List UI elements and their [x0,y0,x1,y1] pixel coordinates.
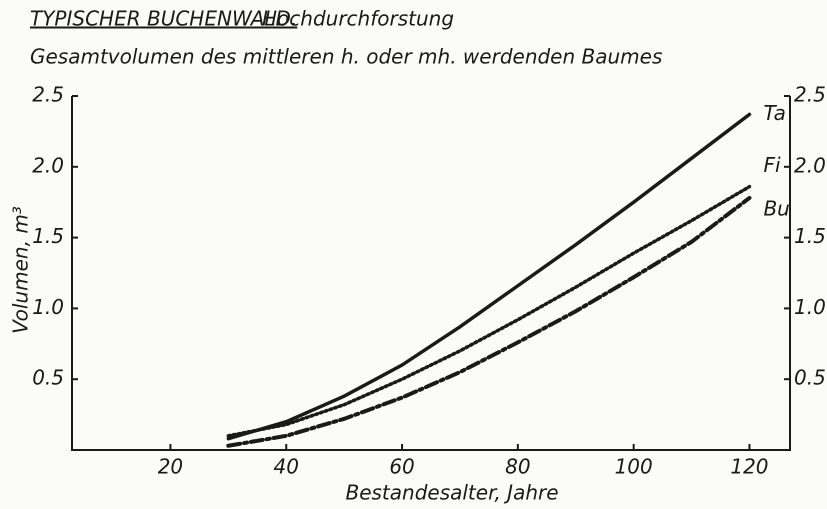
x-tick-label: 20 [158,455,183,479]
axes [71,96,791,451]
title-note: Hochdurchforstung [262,7,454,31]
y-tick-label: 2.0 [32,153,64,177]
line-series [226,195,752,448]
series-label: Bu [763,196,789,220]
x-tick-label: 100 [615,455,653,479]
line-series [226,112,752,441]
x-tick-label: 60 [389,455,414,479]
y-tick-label: 2.5 [32,83,64,107]
series-label: Fi [763,153,781,177]
line-series [226,184,752,438]
series-label: Ta [763,101,785,125]
y2-tick-label: 2.0 [794,153,826,177]
x-tick-label: 80 [505,455,530,479]
chart-title: TYPISCHER BUCHENWALD. [30,7,297,31]
chart-subtitle: Gesamtvolumen des mittleren h. oder mh. … [30,45,662,69]
y2-tick-label: 1.0 [794,295,826,319]
x-tick-label: 120 [730,455,768,479]
x-axis-label: Bestandesalter, Jahre [345,481,558,505]
y-tick-label: 1.5 [32,224,64,248]
y2-tick-label: 0.5 [794,366,826,390]
y2-tick-label: 1.5 [794,224,826,248]
x-tick-label: 40 [274,455,299,479]
y-tick-label: 1.0 [32,295,64,319]
y-axis-label: Volumen, m³ [9,206,33,334]
y-tick-label: 0.5 [32,366,64,390]
y2-tick-label: 2.5 [794,83,826,107]
